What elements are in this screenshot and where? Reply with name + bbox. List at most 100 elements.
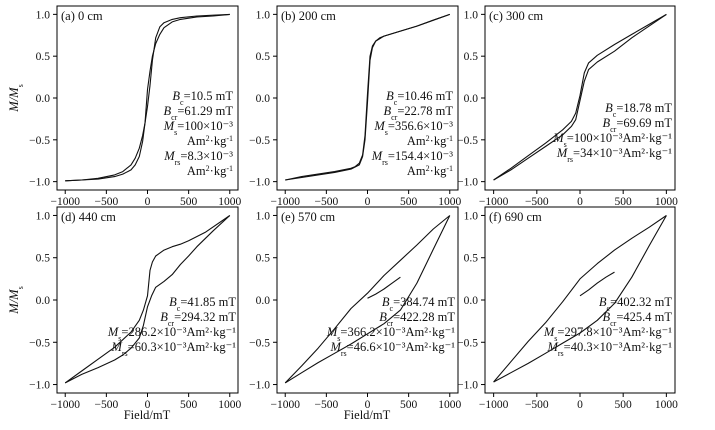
parameter-annotation: Mrs=154.4×10⁻³ [371,149,454,167]
parameter-annotation: Am2·kg-1 [187,164,233,179]
x-tick-label: 0 [365,196,371,208]
x-tick-label: −1000 [479,399,509,411]
y-tick-label: 0.5 [256,51,271,63]
y-tick-label: −1.0 [29,177,50,189]
panel-label: (d) 440 cm [61,210,116,224]
x-tick-label: 1000 [438,196,461,208]
y-tick-label: 0.0 [36,295,51,307]
x-axis-label: Field/mT [124,408,171,422]
hysteresis-branch-1 [493,215,667,383]
y-tick-label: −1.0 [29,380,50,392]
y-tick-label: 1.0 [464,210,479,222]
x-tick-label: 500 [615,399,633,411]
hysteresis-branch-1 [493,13,667,181]
x-tick-label: −1000 [50,399,80,411]
hysteresis-branch-2 [285,13,450,181]
parameter-annotation: Ms=366.2×10⁻³Am²·kg⁻¹ [326,325,455,343]
y-tick-label: 0.0 [464,93,479,105]
x-tick-label: −500 [525,399,549,411]
panel-label: (b) 200 cm [281,9,336,23]
hysteresis-branch-3 [579,271,615,297]
x-tick-label: −500 [94,196,118,208]
y-tick-label: 0.5 [256,253,271,265]
panel-label: (f) 690 cm [489,210,542,224]
y-tick-label: 0.5 [464,51,479,63]
parameter-annotation: Bc=402.32 mT [599,295,672,313]
parameter-annotation: Bc=10.5 mT [172,89,233,107]
hysteresis-branch-2 [493,215,667,383]
x-tick-label: 1000 [438,399,461,411]
y-tick-label: −1.0 [249,380,270,392]
x-tick-label: 500 [180,399,198,411]
panel-2: −1000 −500 0 500 1000 −1.0 −0.5 0.0 0.5 1.0 (b) 20… [249,5,462,208]
parameter-annotation: Mrs=34×10⁻³Am²·kg⁻¹ [556,146,672,164]
parameter-annotation: Bcr=69.69 mT [602,116,672,134]
panel-5: −1000 −500 0 500 1000 −1.0 −0.5 0.0 0.5 1.0 (e) 57… [249,206,462,411]
hysteresis-branch-2 [493,13,667,181]
parameter-annotation: Mrs=46.6×10⁻³Am²·kg⁻¹ [329,340,455,358]
hysteresis-branch-2 [284,215,451,384]
parameter-annotation: Am2·kg-1 [187,134,233,149]
parameter-annotation: Mrs=40.3×10⁻³Am²·kg⁻¹ [546,340,672,358]
y-tick-label: 0.0 [464,295,479,307]
parameter-annotation: Bcr=425.4 mT [602,310,672,328]
y-tick-label: −0.5 [249,337,270,349]
x-axis-label: Field/mT [344,408,391,422]
parameter-annotation: Ms=286.2×10⁻³Am²·kg⁻¹ [107,325,236,343]
x-tick-label: −1000 [270,196,300,208]
x-tick-label: 0 [145,196,151,208]
x-tick-label: 0 [145,399,151,411]
y-tick-label: −0.5 [249,135,270,147]
x-tick-label: −500 [314,196,338,208]
y-axis-label: M/Ms [7,84,25,112]
hysteresis-branch-2 [65,13,230,182]
x-tick-label: 1000 [655,196,678,208]
x-tick-label: 500 [180,196,198,208]
panel-1: −1000 −500 0 500 1000 −1.0 −0.5 0.0 0.5 1.0 (a) 0 … [29,5,242,208]
panel-4: −1000 −500 0 500 1000 −1.0 −0.5 0.0 0.5 1.0 (d) 44… [29,206,242,411]
x-tick-label: −1000 [270,399,300,411]
x-tick-label: 1000 [218,196,241,208]
panel-label: (a) 0 cm [61,9,103,23]
parameter-annotation: Ms=100×10⁻³Am²·kg⁻¹ [552,131,672,149]
parameter-annotation: Bc=41.85 mT [169,295,236,313]
y-tick-label: 0.5 [36,253,51,265]
y-tick-label: 1.0 [256,210,271,222]
x-tick-label: 0 [365,399,371,411]
y-tick-label: 0.0 [36,93,51,105]
parameter-annotation: Ms=356.6×10⁻³ [373,119,453,137]
y-tick-label: 1.0 [36,9,51,21]
y-tick-label: 0.0 [256,295,271,307]
parameter-annotation: Bc=18.78 mT [605,101,672,119]
parameter-annotation: Bc=384.74 mT [382,295,455,313]
x-tick-label: −1000 [50,196,80,208]
hysteresis-branch-1 [65,13,230,182]
y-tick-label: 0.5 [464,253,479,265]
parameter-annotation: Bcr=422.28 mT [379,310,455,328]
panel-6: −1000 −500 0 500 1000 −1.0 −0.5 0.0 0.5 1.0 (f) 69… [457,206,678,411]
x-tick-label: −1000 [479,196,509,208]
y-tick-label: 1.0 [464,9,479,21]
x-tick-label: −500 [94,399,118,411]
x-tick-label: 0 [577,196,583,208]
parameter-annotation: Ms=100×10⁻³ [163,119,233,137]
y-tick-label: −0.5 [457,135,478,147]
parameter-annotation: Am2·kg-1 [407,164,453,179]
x-tick-label: −500 [314,399,338,411]
parameter-annotation: Bc=10.46 mT [386,89,453,107]
hysteresis-branch-1 [64,215,231,384]
hysteresis-branch-1 [284,215,451,384]
y-tick-label: −1.0 [457,380,478,392]
panel-label: (c) 300 cm [489,9,543,23]
x-tick-label: 1000 [655,399,678,411]
y-tick-label: −0.5 [457,337,478,349]
y-tick-label: 0.5 [36,51,51,63]
y-tick-label: 0.0 [256,93,271,105]
x-tick-label: 500 [615,196,633,208]
y-tick-label: 1.0 [36,210,51,222]
y-axis-label: M/Ms [7,286,25,314]
parameter-annotation: Bcr=61.29 mT [163,104,233,122]
x-tick-label: −500 [525,196,549,208]
y-tick-label: −1.0 [457,177,478,189]
